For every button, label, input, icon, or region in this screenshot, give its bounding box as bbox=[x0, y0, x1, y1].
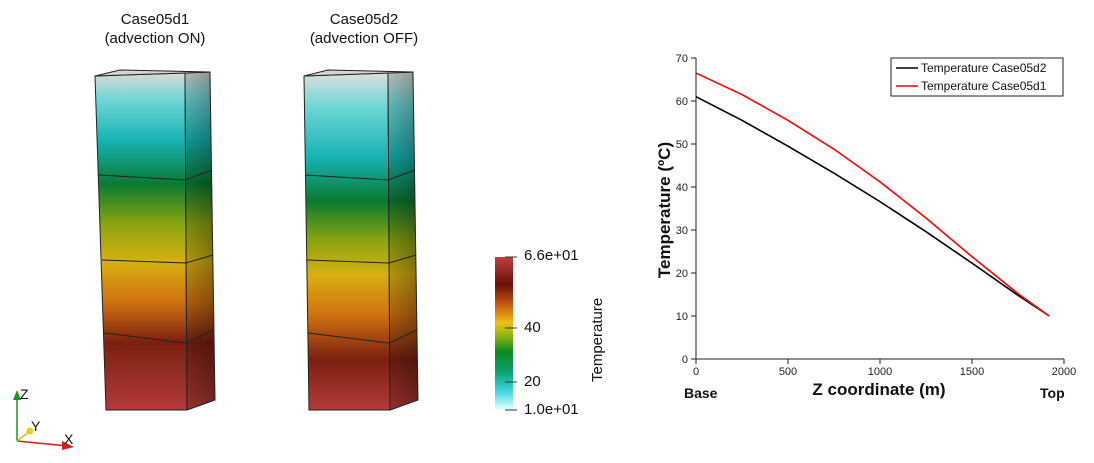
colorbar-min-label: 1.0e+01 bbox=[524, 401, 579, 418]
chart-axes bbox=[695, 58, 1064, 360]
left-view-case-desc: (advection ON) bbox=[104, 30, 206, 47]
y-tick-label: 50 bbox=[676, 139, 688, 151]
y-tick-label: 0 bbox=[682, 354, 688, 366]
left-view-case-name: Case05d1 bbox=[120, 11, 190, 28]
chart-legend: Temperature Case05d2 Temperature Case05d… bbox=[890, 57, 1064, 97]
axes-triad bbox=[13, 390, 74, 450]
left-column-3d bbox=[94, 69, 216, 411]
x-tick-label: 1000 bbox=[868, 366, 892, 378]
chart-xlabel: Z coordinate (m) bbox=[812, 380, 945, 399]
x-tick-label: 1500 bbox=[960, 366, 984, 378]
right-view-case-name: Case05d2 bbox=[329, 11, 399, 28]
colorbar-tick-label-20: 20 bbox=[524, 373, 541, 390]
y-tick-label: 40 bbox=[676, 182, 688, 194]
triad-y-label: Y bbox=[31, 418, 41, 434]
colorbar bbox=[495, 256, 517, 411]
y-tick-label: 10 bbox=[676, 311, 688, 323]
left-view-title: Case05d1 (advection ON) bbox=[55, 10, 255, 48]
right-view-case-desc: (advection OFF) bbox=[309, 30, 419, 47]
y-tick-label: 60 bbox=[676, 96, 688, 108]
series-line-temperature-case05d2 bbox=[695, 95, 1050, 317]
legend-entry-case05d2: Temperature Case05d2 bbox=[921, 61, 1047, 75]
y-tick-label: 30 bbox=[676, 225, 688, 237]
colorbar-gradient bbox=[495, 257, 513, 410]
right-column-3d bbox=[303, 69, 419, 411]
series-line-temperature-case05d1 bbox=[695, 72, 1050, 317]
triad-x-label: X bbox=[64, 431, 74, 447]
chart-xlabel-top: Top bbox=[1040, 385, 1065, 401]
x-tick-label: 2000 bbox=[1052, 366, 1076, 378]
x-tick-label: 0 bbox=[693, 366, 699, 378]
right-view-title: Case05d2 (advection OFF) bbox=[264, 10, 464, 48]
colorbar-max-label: 6.6e+01 bbox=[524, 247, 579, 264]
y-tick-label: 70 bbox=[676, 53, 688, 65]
triad-z-label: Z bbox=[20, 386, 29, 402]
legend-entry-case05d1: Temperature Case05d1 bbox=[921, 79, 1047, 93]
y-tick-label: 20 bbox=[676, 268, 688, 280]
colorbar-tick-label-40: 40 bbox=[524, 319, 541, 336]
chart-ylabel: Temperature (ºC) bbox=[655, 142, 674, 278]
chart-xlabel-base: Base bbox=[684, 385, 718, 401]
x-tick-label: 500 bbox=[779, 366, 797, 378]
